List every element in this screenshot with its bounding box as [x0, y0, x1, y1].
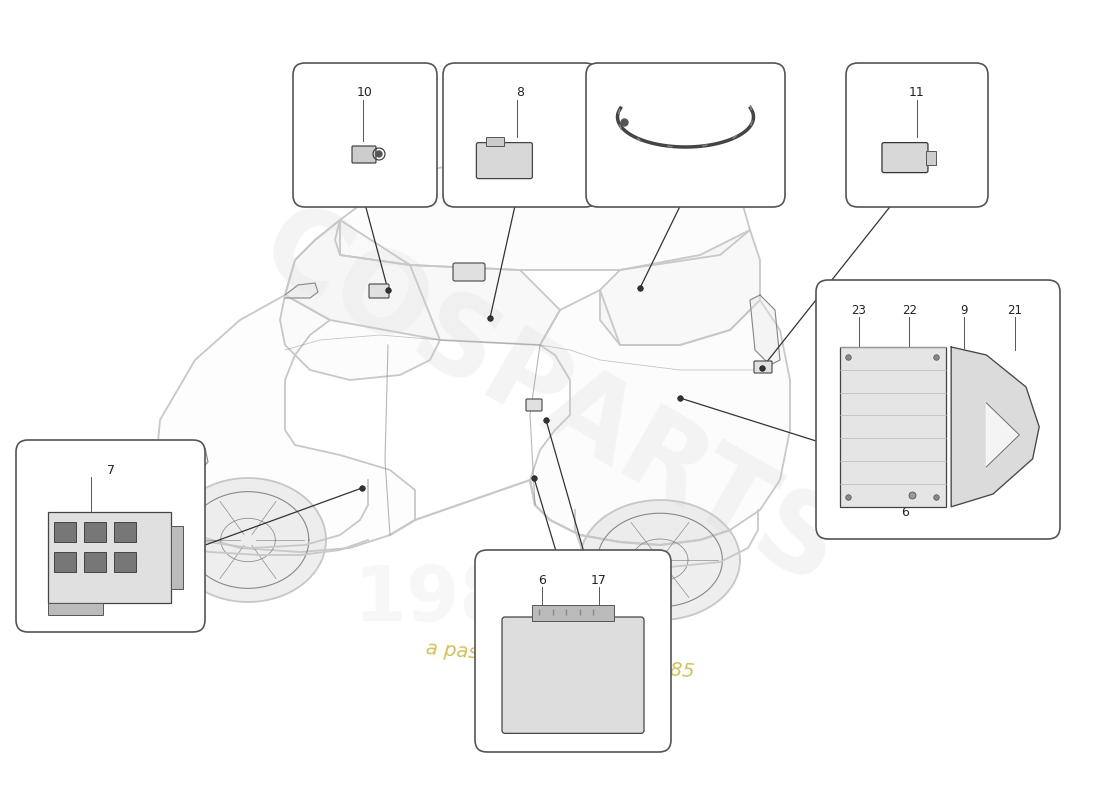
Text: a passion for parts.net1985: a passion for parts.net1985 [425, 638, 695, 682]
Text: COSPARTS: COSPARTS [242, 191, 858, 609]
Text: 6: 6 [901, 506, 909, 518]
Polygon shape [285, 220, 560, 345]
FancyBboxPatch shape [443, 63, 597, 207]
Text: 10: 10 [358, 86, 373, 99]
FancyBboxPatch shape [926, 150, 936, 165]
Text: 1985: 1985 [354, 563, 566, 637]
Text: 9: 9 [960, 303, 968, 317]
Polygon shape [530, 290, 790, 545]
FancyBboxPatch shape [754, 361, 772, 373]
FancyBboxPatch shape [84, 522, 106, 542]
Polygon shape [580, 500, 740, 620]
Text: 11: 11 [909, 86, 925, 99]
FancyBboxPatch shape [475, 550, 671, 752]
Polygon shape [987, 403, 1020, 467]
FancyBboxPatch shape [170, 526, 183, 589]
FancyBboxPatch shape [486, 137, 505, 146]
Polygon shape [750, 295, 780, 365]
Text: 23: 23 [851, 303, 866, 317]
Polygon shape [952, 347, 1040, 507]
FancyBboxPatch shape [846, 63, 988, 207]
FancyBboxPatch shape [368, 284, 389, 298]
Polygon shape [285, 283, 318, 298]
FancyBboxPatch shape [114, 552, 136, 572]
FancyBboxPatch shape [476, 142, 532, 178]
FancyBboxPatch shape [453, 263, 485, 281]
FancyBboxPatch shape [54, 522, 76, 542]
FancyBboxPatch shape [54, 552, 76, 572]
Polygon shape [600, 230, 760, 345]
Polygon shape [336, 155, 750, 270]
Text: 21: 21 [1008, 303, 1023, 317]
Polygon shape [165, 445, 208, 470]
FancyBboxPatch shape [532, 605, 614, 621]
Text: 7: 7 [107, 463, 114, 477]
FancyBboxPatch shape [352, 146, 376, 163]
Text: 22: 22 [902, 303, 917, 317]
FancyBboxPatch shape [586, 63, 785, 207]
FancyBboxPatch shape [293, 63, 437, 207]
Text: 8: 8 [516, 86, 524, 99]
Text: 17: 17 [591, 574, 607, 586]
FancyBboxPatch shape [502, 617, 644, 734]
Polygon shape [170, 478, 326, 602]
FancyBboxPatch shape [48, 512, 170, 602]
FancyBboxPatch shape [84, 552, 106, 572]
FancyBboxPatch shape [882, 142, 928, 173]
FancyBboxPatch shape [526, 399, 542, 411]
Polygon shape [280, 220, 440, 380]
FancyBboxPatch shape [16, 440, 205, 632]
FancyBboxPatch shape [840, 347, 946, 507]
Circle shape [376, 151, 382, 157]
FancyBboxPatch shape [114, 522, 136, 542]
FancyBboxPatch shape [816, 280, 1060, 539]
Text: 6: 6 [538, 574, 546, 586]
FancyBboxPatch shape [48, 602, 103, 614]
Polygon shape [155, 295, 415, 552]
